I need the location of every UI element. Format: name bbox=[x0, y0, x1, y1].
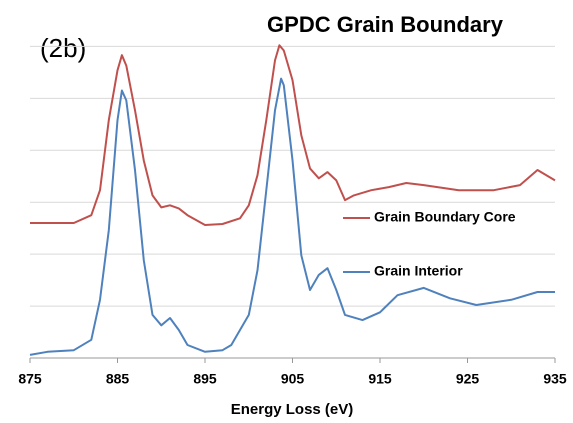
series-line bbox=[29, 77, 555, 356]
chart-title: GPDC Grain Boundary bbox=[267, 12, 504, 37]
x-tick-label: 875 bbox=[18, 371, 42, 387]
x-tick-label: 925 bbox=[456, 371, 480, 387]
x-tick-label: 895 bbox=[193, 371, 217, 387]
x-tick-label: 915 bbox=[368, 371, 392, 387]
series-line bbox=[30, 44, 556, 226]
x-axis-label: Energy Loss (eV) bbox=[231, 401, 354, 418]
legend-label: Grain Boundary Core bbox=[374, 209, 516, 225]
annotation: (2b) bbox=[40, 33, 86, 63]
x-tick-label: 935 bbox=[543, 371, 567, 387]
x-tick-label: 905 bbox=[281, 371, 305, 387]
legend-label: Grain Interior bbox=[374, 263, 463, 279]
x-tick-label: 885 bbox=[106, 371, 130, 387]
